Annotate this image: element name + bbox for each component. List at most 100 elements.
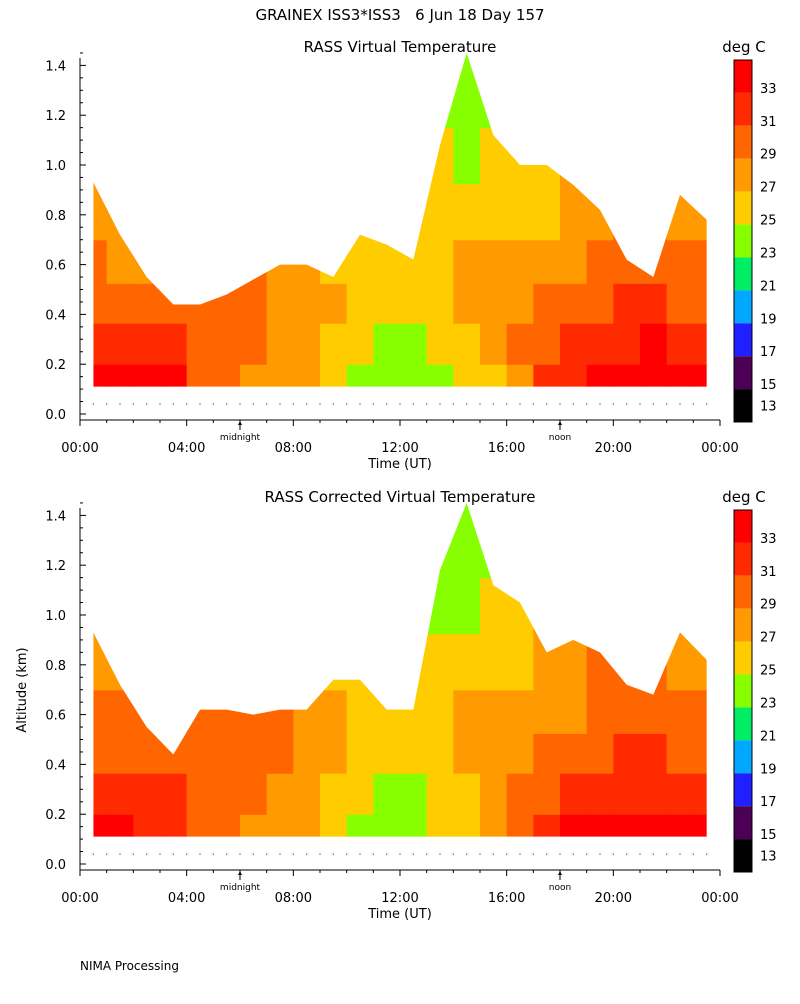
- colorbar-tick-label: 21: [760, 729, 777, 744]
- surface-dot: [292, 403, 294, 405]
- temp-cell: [480, 502, 508, 529]
- temp-cell: [640, 183, 668, 241]
- temp-cell: [293, 814, 321, 837]
- temp-cell: [426, 183, 454, 241]
- temp-cell: [106, 814, 134, 837]
- temp-cell: [106, 577, 134, 635]
- temp-cell: [240, 527, 268, 579]
- colorbar-swatch: [734, 542, 752, 576]
- surface-dot: [652, 403, 654, 405]
- temp-cell: [160, 814, 188, 837]
- temp-cell: [93, 773, 108, 815]
- temp-cell: [480, 689, 508, 734]
- temp-cell: [293, 733, 321, 774]
- temp-cell: [666, 52, 694, 79]
- x-tick-label: 00:00: [701, 441, 738, 456]
- temp-cell: [346, 689, 374, 734]
- temp-cell: [560, 52, 588, 79]
- temp-cell: [213, 77, 241, 129]
- temp-cell: [240, 577, 268, 635]
- temp-cell: [346, 364, 374, 387]
- temp-cell: [666, 283, 694, 324]
- surface-dot: [452, 403, 454, 405]
- temp-cell: [213, 323, 241, 365]
- y-tick-label: 0.8: [45, 659, 66, 674]
- surface-dot: [466, 403, 468, 405]
- surface-dot: [612, 403, 614, 405]
- temp-cell: [453, 77, 481, 129]
- colorbar-tick-label: 21: [760, 279, 777, 294]
- surface-dot: [186, 403, 188, 405]
- temp-cell: [666, 239, 694, 284]
- temp-cell: [426, 364, 454, 387]
- temp-cell: [293, 577, 321, 635]
- temp-cell: [106, 183, 134, 241]
- temp-cell: [213, 127, 241, 185]
- temp-cell: [106, 633, 134, 691]
- surface-dot: [466, 853, 468, 855]
- colorbar-swatch: [734, 323, 752, 357]
- temp-cell: [533, 323, 561, 365]
- temp-cell: [506, 633, 534, 691]
- temp-cell: [106, 527, 134, 579]
- temp-cell: [320, 733, 348, 774]
- temp-cell: [346, 77, 374, 129]
- temp-cell: [506, 52, 534, 79]
- temp-cell: [480, 814, 508, 837]
- temp-cell: [133, 323, 161, 365]
- temp-cell: [586, 577, 614, 635]
- temp-cell: [373, 239, 401, 284]
- temp-cell: [373, 577, 401, 635]
- temp-cell: [613, 689, 641, 734]
- surface-dot: [546, 403, 548, 405]
- temp-cell: [426, 633, 454, 691]
- temp-cell: [160, 127, 188, 185]
- colorbar-swatch: [734, 510, 752, 543]
- surface-dot: [572, 853, 574, 855]
- temp-cell: [213, 633, 241, 691]
- temp-cell: [213, 283, 241, 324]
- surface-dot: [292, 853, 294, 855]
- panel-2-colorbar-label: deg C: [722, 488, 766, 506]
- temp-cell: [666, 773, 694, 815]
- temp-cell: [666, 733, 694, 774]
- temp-cell: [693, 502, 707, 529]
- temp-cell: [346, 502, 374, 529]
- marker-label-midnight: midnight: [220, 433, 261, 443]
- marker-arrow: [558, 421, 562, 425]
- temp-cell: [426, 502, 454, 529]
- temp-cell: [586, 689, 614, 734]
- temp-cell: [160, 633, 188, 691]
- x-tick-label: 04:00: [168, 441, 205, 456]
- x-tick-label: 00:00: [61, 441, 98, 456]
- temp-cell: [506, 283, 534, 324]
- temp-cell: [480, 527, 508, 579]
- temp-cell: [266, 52, 294, 79]
- temp-cell: [586, 239, 614, 284]
- temp-cell: [373, 633, 401, 691]
- temp-cell: [586, 77, 614, 129]
- temp-cell: [266, 733, 294, 774]
- temp-cell: [320, 183, 348, 241]
- surface-dot: [252, 403, 254, 405]
- temp-cell: [666, 814, 694, 837]
- surface-dot: [359, 403, 361, 405]
- temp-cell: [453, 577, 481, 635]
- temp-cell: [640, 577, 668, 635]
- colorbar-tick-label: 27: [760, 631, 777, 646]
- temp-cell: [400, 323, 428, 365]
- colorbar-swatch: [734, 740, 752, 774]
- temp-cell: [106, 773, 134, 815]
- surface-dot: [346, 853, 348, 855]
- temp-cell: [160, 77, 188, 129]
- surface-dot: [519, 403, 521, 405]
- temp-cell: [560, 239, 588, 284]
- temp-cell: [160, 577, 188, 635]
- temp-cell: [240, 183, 268, 241]
- surface-dot: [132, 403, 134, 405]
- temp-cell: [693, 323, 707, 365]
- temp-cell: [560, 127, 588, 185]
- y-tick-label: 0.2: [45, 808, 66, 823]
